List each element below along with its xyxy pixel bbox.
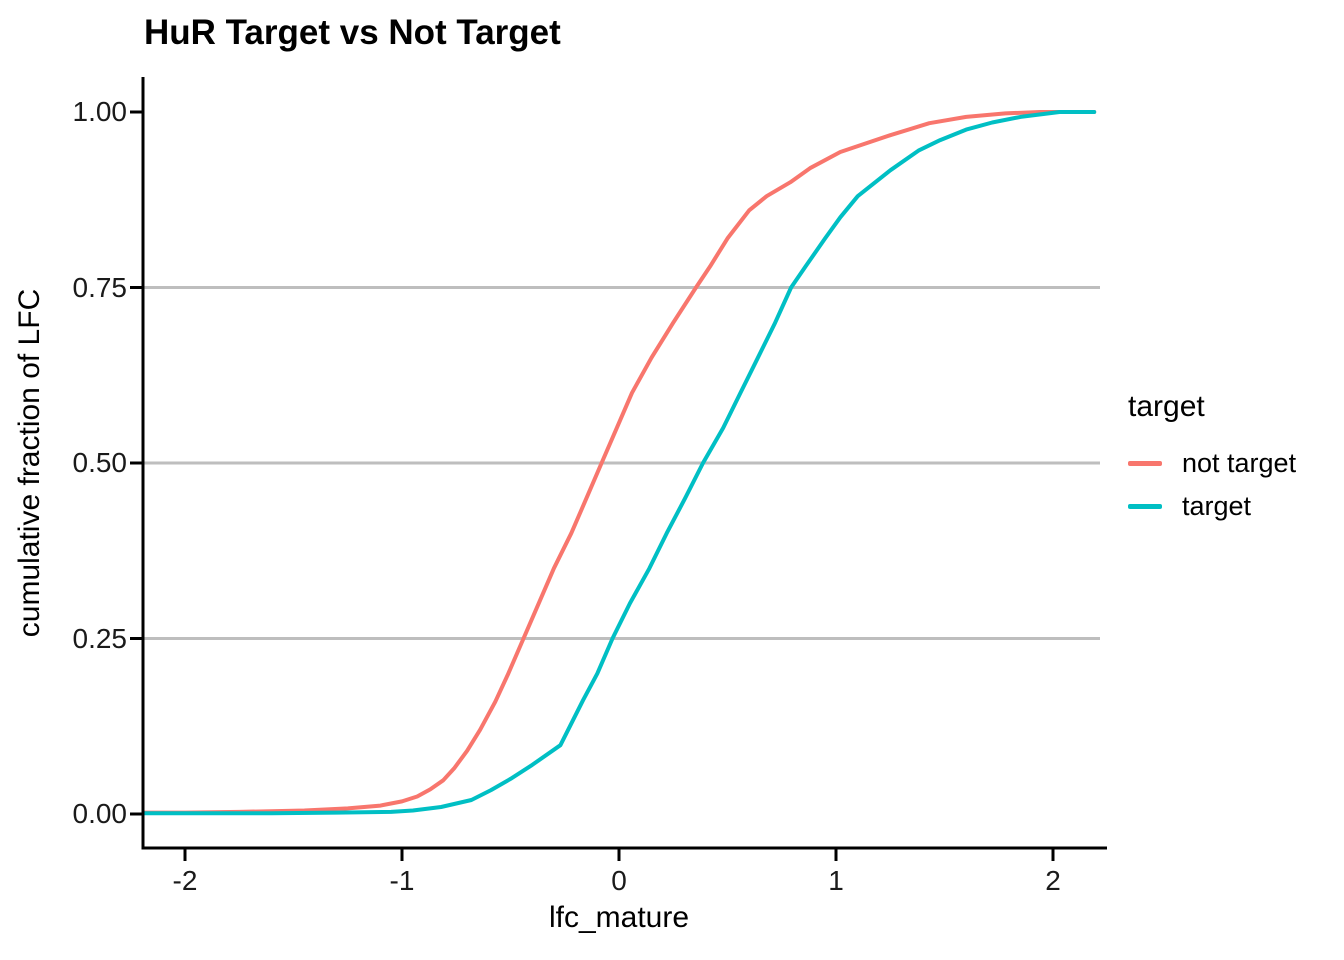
y-axis-title: cumulative fraction of LFC (13, 288, 46, 638)
curve-not-target (141, 110, 1097, 815)
legend: target not target target (1128, 390, 1342, 528)
x-tick-label-neg1: -1 (389, 865, 415, 896)
x-tick-label-0: 0 (611, 865, 627, 896)
x-tick-label-2: 2 (1045, 865, 1061, 896)
legend-line-swatch-target (1128, 504, 1162, 509)
chart-title: HuR Target vs Not Target (144, 13, 561, 52)
y-tick-label-0.50: 0.50 (72, 447, 128, 478)
legend-title: target (1128, 390, 1205, 423)
y-tick-label-0.75: 0.75 (72, 272, 128, 303)
curve-target (141, 110, 1097, 816)
legend-line-swatch-not-target (1128, 461, 1162, 466)
legend-label-not-target: not target (1182, 448, 1297, 478)
y-tick-label-0.00: 0.00 (72, 798, 128, 829)
x-axis-title: lfc_mature (548, 901, 690, 934)
legend-label-target: target (1182, 491, 1252, 521)
y-tick-label-1.00: 1.00 (72, 96, 128, 127)
x-tick-label-neg2: -2 (172, 865, 198, 896)
y-tick-label-0.25: 0.25 (72, 623, 128, 654)
legend-entry-target: target (1128, 485, 1342, 528)
legend-entry-not-target: not target (1128, 442, 1342, 485)
x-tick-label-1: 1 (828, 865, 844, 896)
